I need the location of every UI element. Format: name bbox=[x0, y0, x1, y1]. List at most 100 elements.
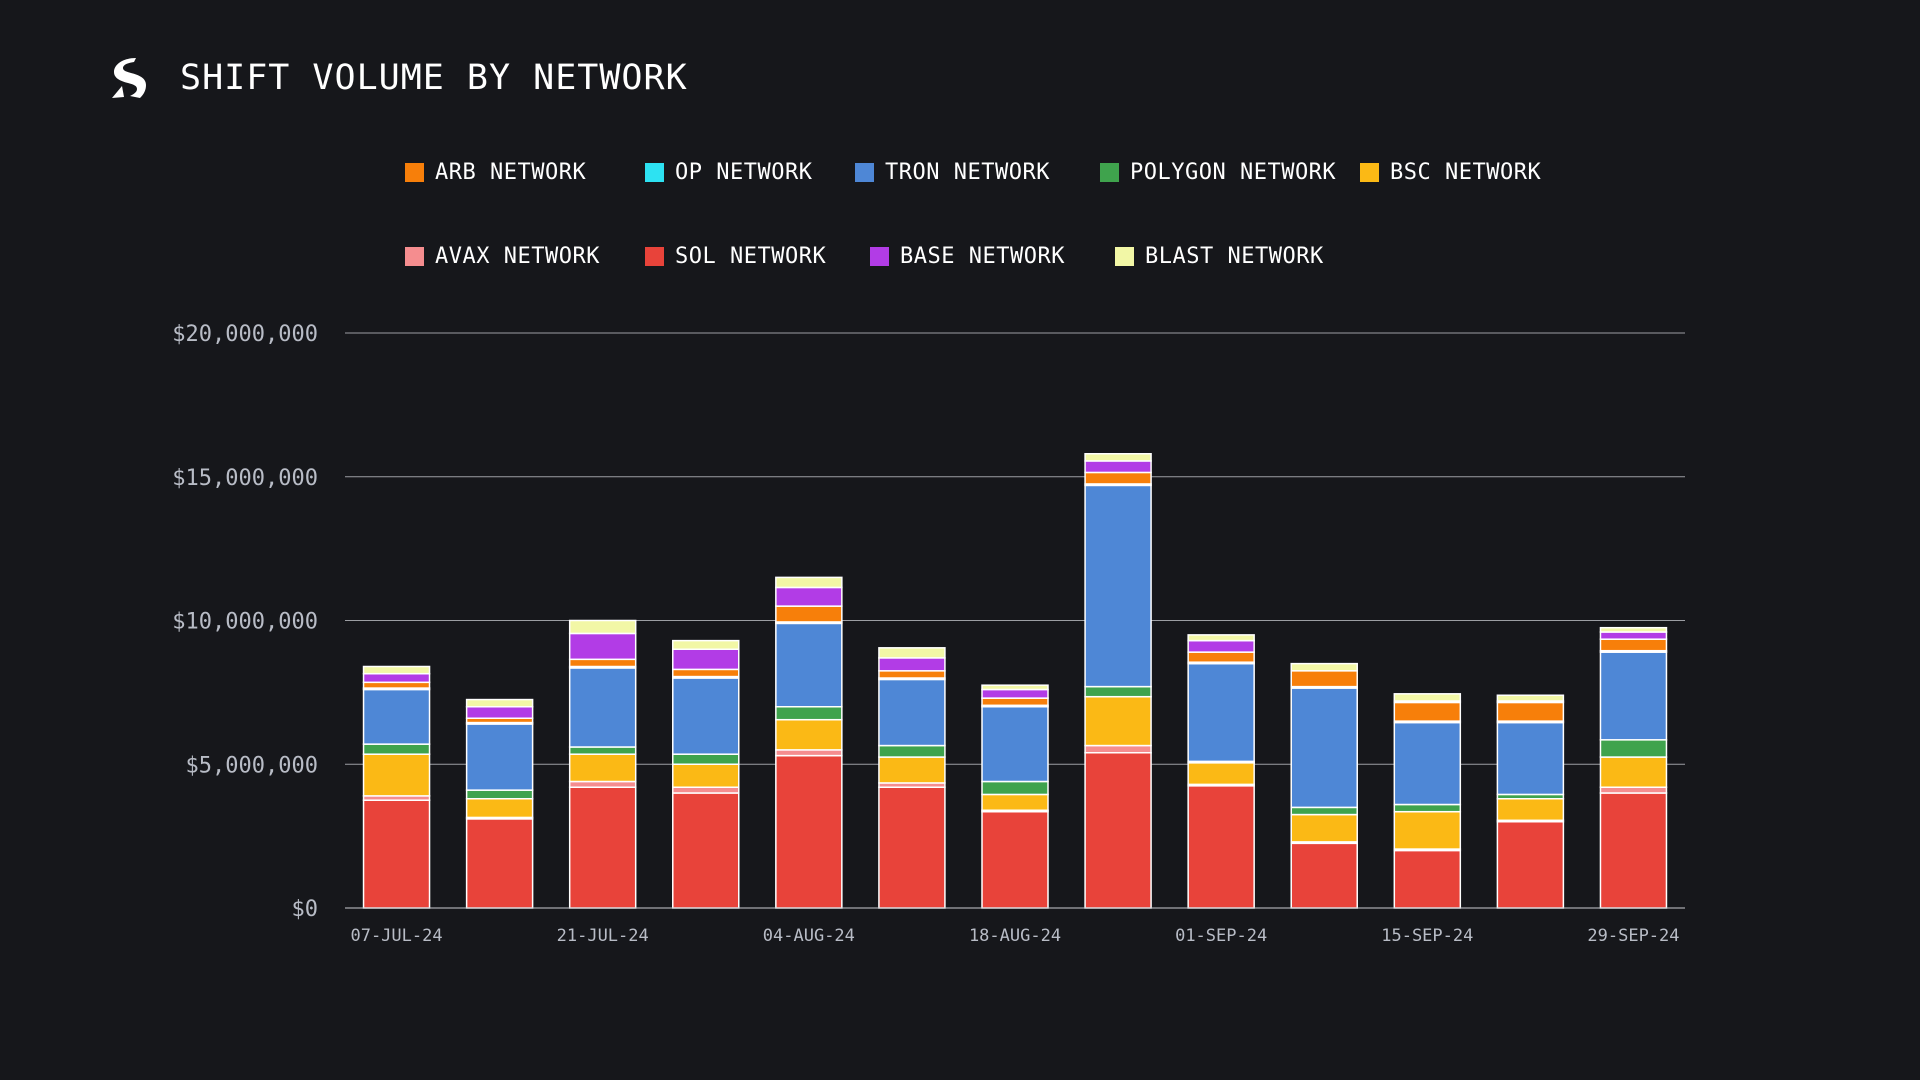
bar-segment bbox=[362, 743, 431, 755]
bar-segment bbox=[362, 665, 431, 675]
bar-segment bbox=[1084, 453, 1152, 462]
bar-segment bbox=[981, 793, 1049, 811]
bar-segment bbox=[878, 744, 946, 758]
bar-segment bbox=[1393, 810, 1462, 850]
bar-segment bbox=[362, 753, 431, 797]
chart-legend: ARB NETWORK OP NETWORK TRON NETWORK POLYGON… bbox=[405, 159, 1655, 269]
legend-label: ARB NETWORK bbox=[435, 159, 587, 185]
bar-segment bbox=[1496, 694, 1565, 702]
legend-swatch bbox=[645, 162, 664, 182]
legend-label: AVAX NETWORK bbox=[435, 243, 600, 269]
legend-swatch bbox=[855, 162, 874, 182]
legend-item: ARB NETWORK bbox=[405, 159, 645, 185]
bar-segment bbox=[1084, 752, 1152, 909]
bar-segment bbox=[1599, 739, 1668, 758]
bar-segment bbox=[1393, 849, 1462, 909]
x-tick-label: 01-SEP-24 bbox=[1175, 926, 1267, 946]
bar-segment bbox=[568, 753, 637, 783]
bar-segment bbox=[878, 647, 946, 659]
bar-segment bbox=[775, 605, 843, 623]
bar-segment bbox=[1084, 471, 1152, 485]
page-title: SHIFT VOLUME BY NETWORK bbox=[180, 58, 688, 98]
legend-label: BSC NETWORK bbox=[1390, 159, 1542, 185]
bar-segment bbox=[465, 698, 534, 708]
bar-segment bbox=[1290, 806, 1358, 816]
legend-item: OP NETWORK bbox=[645, 159, 855, 185]
bar-segment bbox=[1187, 651, 1255, 663]
bar-segment bbox=[1187, 639, 1255, 653]
bar-segment bbox=[775, 622, 843, 708]
bar-segment bbox=[362, 799, 431, 909]
chart-header: SHIFT VOLUME BY NETWORK bbox=[110, 56, 688, 100]
legend-item: SOL NETWORK bbox=[645, 244, 870, 269]
bar-segment bbox=[981, 697, 1049, 707]
bar-segment bbox=[465, 798, 534, 819]
bar-segment bbox=[672, 792, 740, 909]
bar-segment bbox=[878, 657, 946, 672]
legend-swatch bbox=[870, 246, 889, 266]
bar-segment bbox=[1084, 484, 1152, 688]
legend-swatch bbox=[1360, 162, 1379, 182]
legend-item: POLYGON NETWORK bbox=[1100, 159, 1360, 185]
bar-segment bbox=[672, 668, 740, 678]
x-tick-label: 21-JUL-24 bbox=[557, 926, 649, 946]
bar-segment bbox=[1496, 701, 1565, 722]
bar-segment bbox=[1496, 721, 1565, 796]
legend-swatch bbox=[645, 246, 664, 266]
legend-swatch bbox=[405, 162, 424, 182]
legend-item: BSC NETWORK bbox=[1360, 159, 1560, 185]
bar-segment bbox=[568, 619, 637, 635]
bar-segment bbox=[775, 718, 843, 751]
y-tick-label: $15,000,000 bbox=[172, 466, 318, 491]
bar-segment bbox=[1496, 821, 1565, 909]
bar-segment bbox=[1084, 460, 1152, 474]
bar-segment bbox=[568, 667, 637, 748]
bar-segment bbox=[672, 753, 740, 765]
x-tick-label: 04-AUG-24 bbox=[763, 926, 855, 946]
legend-label: POLYGON NETWORK bbox=[1130, 159, 1337, 185]
bar-segment bbox=[568, 786, 637, 909]
bar-segment bbox=[465, 723, 534, 791]
sideshift-logo-icon bbox=[112, 58, 146, 98]
bar-segment bbox=[878, 756, 946, 784]
bar-segment bbox=[1187, 634, 1255, 642]
bar-segment bbox=[1496, 798, 1565, 822]
bar-segment bbox=[1187, 762, 1255, 786]
legend-item: BLAST NETWORK bbox=[1115, 243, 1345, 269]
bar-segment bbox=[362, 681, 431, 689]
bar-segment bbox=[981, 706, 1049, 783]
bar-segment bbox=[362, 672, 431, 684]
legend-swatch bbox=[1100, 162, 1119, 182]
bar-segment bbox=[1393, 693, 1462, 702]
legend-item: AVAX NETWORK bbox=[405, 243, 645, 269]
x-tick-label: 15-SEP-24 bbox=[1381, 926, 1473, 946]
legend-label: OP NETWORK bbox=[675, 159, 813, 185]
bar-segment bbox=[1187, 785, 1255, 909]
x-tick-label: 07-JUL-24 bbox=[350, 926, 442, 946]
bar-segment bbox=[672, 763, 740, 788]
x-tick-label: 29-SEP-24 bbox=[1587, 926, 1679, 946]
bar-segment bbox=[775, 749, 843, 757]
bar-segment bbox=[1290, 842, 1358, 909]
bar-segment bbox=[1084, 695, 1152, 747]
y-tick-label: $5,000,000 bbox=[186, 753, 318, 778]
bar-segment bbox=[362, 688, 431, 745]
bar-segment bbox=[1599, 638, 1668, 652]
legend-label: BASE NETWORK bbox=[900, 243, 1065, 269]
bar-segment bbox=[672, 786, 740, 794]
bar-segment bbox=[1393, 701, 1462, 722]
legend-label: BLAST NETWORK bbox=[1145, 243, 1324, 269]
x-tick-label: 18-AUG-24 bbox=[969, 926, 1061, 946]
bar-segment bbox=[981, 688, 1049, 699]
bar-segment bbox=[1599, 786, 1668, 794]
bar-segment bbox=[672, 639, 740, 650]
bar-segment bbox=[672, 648, 740, 671]
bar-segment bbox=[465, 818, 534, 909]
bar-segment bbox=[878, 678, 946, 747]
bar-segment bbox=[465, 706, 534, 719]
bar-segment bbox=[1599, 651, 1668, 741]
bar-segment bbox=[672, 677, 740, 755]
bar-segment bbox=[1393, 721, 1462, 806]
bar-segment bbox=[775, 754, 843, 909]
bar-segment bbox=[1290, 670, 1358, 688]
